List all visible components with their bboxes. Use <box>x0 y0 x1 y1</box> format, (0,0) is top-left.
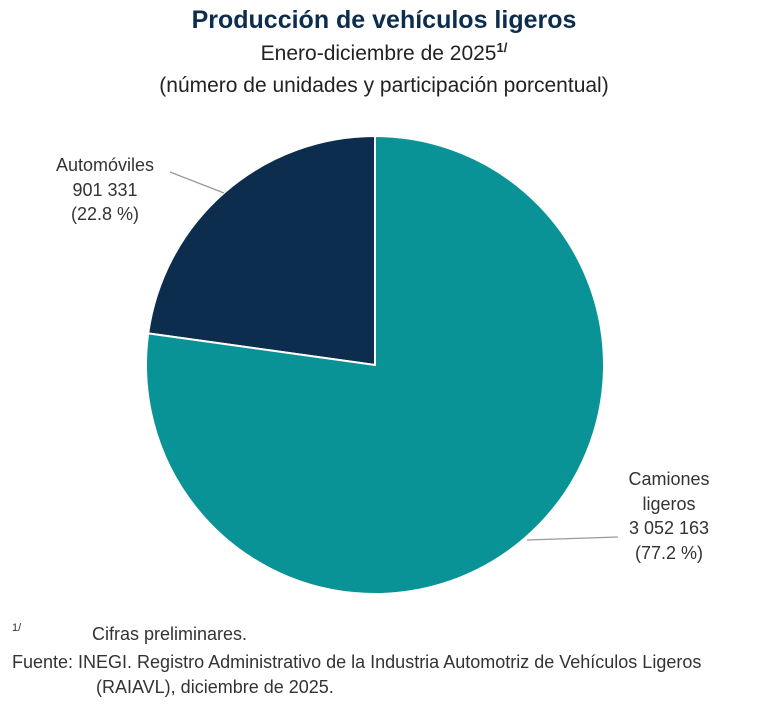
category-label: Camiones ligeros <box>628 469 710 514</box>
percent-label: (77.2 %) <box>634 542 704 563</box>
slice-label: Camiones ligeros 3 052 163 (77.2 %) <box>614 467 724 565</box>
chart-title: Producción de vehículos ligeros <box>191 6 577 34</box>
leader-line <box>526 536 619 541</box>
slice-label: Automóviles 901 331 (22.8 %) <box>40 153 170 227</box>
value-label: 3 052 163 <box>628 518 710 538</box>
chart-description: (número de unidades y participación porc… <box>159 74 609 97</box>
pie-slice <box>145 134 605 595</box>
pie-slice <box>147 134 376 367</box>
category-label: Automóviles <box>55 155 155 175</box>
chart-subtitle: Enero-diciembre de 20251/ <box>0 40 768 66</box>
footnote-marker: 1/ <box>12 622 22 634</box>
footnote: Cifras preliminares. <box>92 624 248 644</box>
source-note: Fuente: INEGI. Registro Administrativo d… <box>12 652 702 697</box>
leader-line <box>169 171 225 194</box>
value-label: 901 331 <box>72 179 138 200</box>
subtitle-text: Enero-diciembre de 2025 <box>260 42 497 65</box>
subtitle-note: 1/ <box>496 40 508 55</box>
percent-label: (22.8 %) <box>70 204 140 224</box>
